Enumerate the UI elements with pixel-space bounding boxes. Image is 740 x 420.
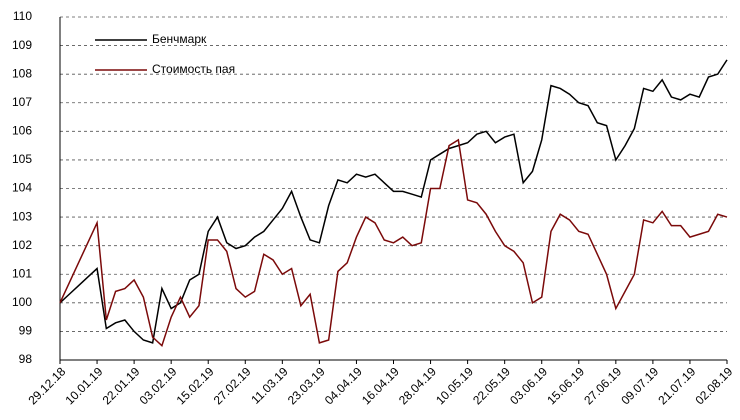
- y-tick-label: 108: [12, 66, 32, 80]
- x-tick-label: 22.01.19: [100, 364, 143, 407]
- x-tick-label: 15.06.19: [544, 364, 587, 407]
- y-tick-label: 104: [12, 181, 32, 195]
- y-tick-label: 103: [12, 209, 32, 223]
- x-tick-label: 21.07.19: [655, 364, 698, 407]
- x-tick-label: 23.03.19: [285, 364, 328, 407]
- legend-label: Бенчмарк: [152, 32, 207, 46]
- x-tick-label: 10.01.19: [62, 364, 105, 407]
- x-tick-label: 16.04.19: [359, 364, 402, 407]
- x-tick-label: 29.12.18: [25, 364, 68, 407]
- x-tick-label: 27.02.19: [211, 364, 254, 407]
- y-tick-label: 102: [12, 238, 32, 252]
- legend-label: Стоимость пая: [152, 62, 235, 76]
- y-tick-label: 110: [13, 9, 32, 23]
- y-tick-label: 109: [12, 38, 32, 52]
- x-tick-label: 09.07.19: [618, 364, 661, 407]
- y-tick-label: 99: [19, 324, 33, 338]
- x-tick-label: 22.05.19: [470, 364, 513, 407]
- series-line: [59, 138, 728, 348]
- y-tick-label: 107: [12, 95, 32, 109]
- x-tick-label: 04.04.19: [322, 364, 365, 407]
- y-tick-label: 106: [12, 124, 32, 138]
- x-tick-label: 03.06.19: [507, 364, 550, 407]
- y-tick-label: 100: [12, 295, 32, 309]
- y-tick-label: 101: [12, 266, 32, 280]
- series-line: [59, 59, 728, 344]
- x-tick-label: 03.02.19: [137, 364, 180, 407]
- x-tick-label: 02.08.19: [692, 364, 735, 407]
- x-tick-label: 11.03.19: [248, 364, 291, 407]
- x-tick-label: 28.04.19: [396, 364, 439, 407]
- x-tick-label: 15.02.19: [174, 364, 217, 407]
- x-tick-label: 10.05.19: [433, 364, 476, 407]
- x-tick-label: 27.06.19: [581, 364, 624, 407]
- y-tick-label: 105: [12, 152, 32, 166]
- y-tick-label: 98: [19, 352, 33, 366]
